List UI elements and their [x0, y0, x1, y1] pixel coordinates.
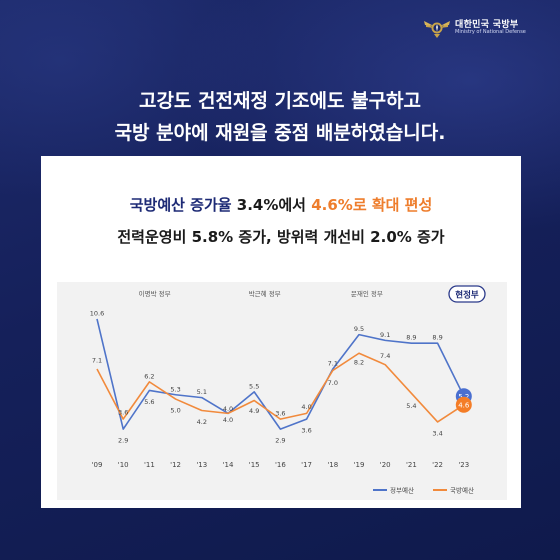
defense-value-label: 7.1 [92, 356, 102, 364]
summary-line-1-from: 3.4%에서 [236, 196, 306, 214]
headline-line-1: 고강도 건전재정 기조에도 불구하고 [138, 90, 422, 112]
government-value-label: 5.6 [144, 398, 154, 406]
government-value-label: 5.1 [197, 388, 207, 396]
legend-label-government: 정부예산 [390, 486, 414, 495]
x-tick-label: '11 [144, 461, 155, 469]
government-value-label: 9.1 [380, 331, 390, 339]
x-tick-label: '12 [170, 461, 181, 469]
x-tick-label: '23 [458, 461, 469, 469]
headline-line-2: 국방 분야에 재원을 중점 배분하였습니다. [114, 122, 446, 144]
defense-value-label: 5.0 [170, 407, 180, 415]
government-budget-line [96, 318, 465, 430]
defense-endpoint-marker [455, 396, 472, 413]
era-label: 이명박 정부 [139, 289, 171, 298]
defense-value-label: 7.4 [380, 352, 390, 360]
government-value-label: 7.1 [328, 359, 338, 367]
government-value-label: 3.6 [301, 427, 311, 435]
government-value-label: 8.9 [406, 334, 416, 342]
government-value-label: 2.9 [118, 437, 128, 445]
content-card: 국방예산 증가율 3.4%에서 4.6%로 확대 편성 전력운영비 5.8% 증… [41, 156, 521, 508]
defense-value-label: 4.2 [197, 418, 207, 426]
defense-value-label: 4.9 [249, 407, 259, 415]
summary-line-2: 전력운영비 5.8% 증가, 방위력 개선비 2.0% 증가 [117, 228, 445, 246]
ministry-name-en: Ministry of National Defense [455, 29, 526, 36]
summary-line-1-label: 국방예산 증가율 [129, 196, 232, 214]
defense-value-label: 6.2 [144, 372, 154, 380]
defense-budget-line [96, 352, 465, 423]
defense-value-label: 7.0 [328, 379, 338, 387]
x-tick-label: '21 [406, 461, 417, 469]
x-tick-label: '09 [92, 461, 103, 469]
x-tick-label: '19 [354, 461, 365, 469]
government-value-label: 5.3 [170, 385, 180, 393]
defense-value-label: 5.4 [406, 402, 416, 410]
era-label: 문재인 정부 [351, 289, 383, 298]
government-value-label: 2.9 [275, 437, 285, 445]
government-value-label: 4.0 [223, 405, 233, 413]
defense-value-label: 3.6 [275, 410, 285, 418]
defense-value-label: 4.0 [301, 403, 311, 411]
x-tick-label: '22 [432, 461, 443, 469]
mnd-emblem-icon [424, 21, 450, 38]
era-badge-label: 현정부 [455, 290, 479, 301]
era-label: 박근혜 정부 [249, 289, 281, 298]
x-tick-label: '13 [196, 461, 207, 469]
chart-panel: 이명박 정부 박근혜 정부 문재인 정부 현정부 10.6 2.9 5.6 5.3 5.1 4.0… [57, 282, 507, 500]
x-tick-label: '10 [118, 461, 129, 469]
defense-value-label: 3.4 [432, 429, 442, 437]
ministry-name-ko: 대한민국 국방부 [455, 19, 519, 30]
government-value-label: 10.6 [90, 309, 104, 317]
government-value-label: 5.5 [249, 382, 259, 390]
defense-endpoint-label: 4.6 [458, 402, 470, 410]
x-tick-label: '16 [275, 461, 286, 469]
defense-value-label: 8.2 [354, 359, 364, 367]
x-tick-label: '15 [249, 461, 260, 469]
ministry-logo: 대한민국 국방부 Ministry of National Defense [424, 17, 526, 39]
x-tick-label: '17 [301, 461, 312, 469]
defense-value-label: 3.6 [118, 409, 128, 417]
x-tick-label: '18 [327, 461, 338, 469]
summary-line-1: 국방예산 증가율 3.4%에서 4.6%로 확대 편성 [41, 194, 521, 215]
legend-label-defense: 국방예산 [450, 486, 474, 495]
x-tick-label: '14 [223, 461, 234, 469]
x-tick-label: '20 [380, 461, 391, 469]
government-value-label: 8.9 [432, 334, 442, 342]
government-value-label: 9.5 [354, 325, 364, 333]
budget-growth-line-chart: 이명박 정부 박근혜 정부 문재인 정부 현정부 10.6 2.9 5.6 5.3 5.1 4.0… [90, 285, 486, 495]
defense-value-label: 4.0 [223, 416, 233, 424]
summary-line-1-to: 4.6%로 확대 편성 [311, 196, 433, 214]
era-badge [448, 285, 486, 303]
